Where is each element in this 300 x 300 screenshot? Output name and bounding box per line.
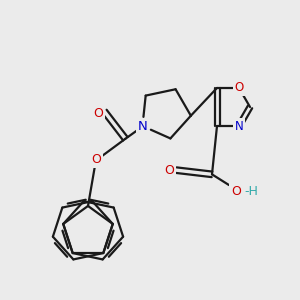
Text: O: O [234,81,244,94]
Text: O: O [231,184,241,198]
Text: O: O [164,164,174,177]
Text: O: O [91,153,101,166]
Text: N: N [235,120,243,133]
Text: N: N [138,119,147,133]
Text: -H: -H [244,184,258,198]
Text: O: O [94,107,103,120]
